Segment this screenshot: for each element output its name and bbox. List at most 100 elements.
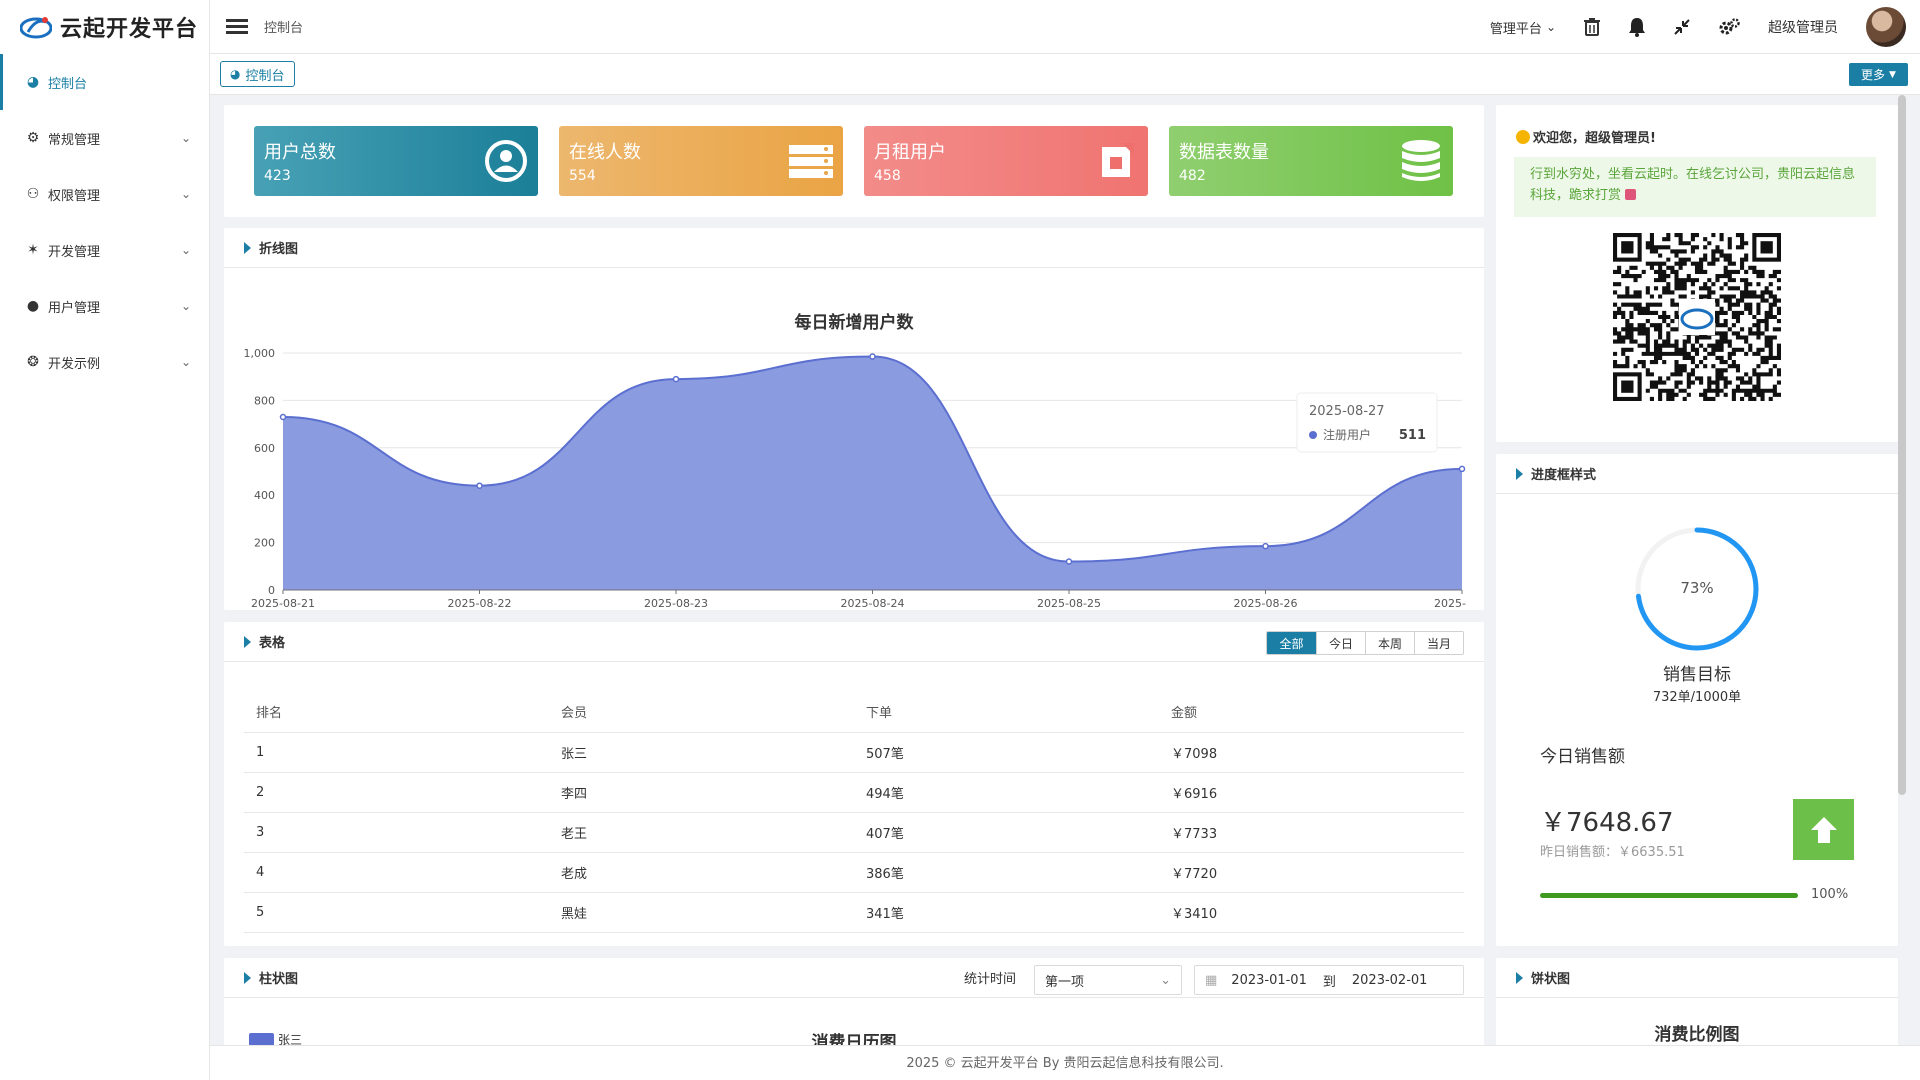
- sidebar-item-4[interactable]: ● 用户管理 ⌄: [0, 278, 209, 334]
- chevron-down-icon: ⌄: [180, 355, 191, 369]
- stat-card-1[interactable]: 在线人数 554: [559, 126, 843, 196]
- more-button[interactable]: 更多 ▼: [1849, 63, 1908, 86]
- yesterday-sales: 昨日销售额：￥6635.51: [1540, 845, 1685, 860]
- bell-icon[interactable]: [1628, 17, 1646, 37]
- progress-panel: 进度框样式 73% 销售目标 732单/1000单 今日销售额 ￥7648.67…: [1496, 454, 1898, 946]
- table-cell: 老王: [549, 812, 854, 853]
- qr-code-image: [1613, 233, 1781, 401]
- bug-icon: ✶: [27, 242, 39, 258]
- y-tick-label: 1,000: [244, 347, 276, 360]
- gift-icon: [1625, 189, 1637, 200]
- pie-chart-title: 消费比例图: [1654, 1025, 1740, 1045]
- stat-card-0[interactable]: 用户总数 423: [254, 126, 538, 196]
- date-to[interactable]: 2023-02-01: [1351, 972, 1428, 988]
- goal-title: 销售目标: [1663, 665, 1731, 685]
- sidebar-item-1[interactable]: ⚙ 常规管理 ⌄: [0, 110, 209, 166]
- data-point: [1458, 465, 1466, 473]
- ranking-table: 排名 会员 下单 金额 1 张三 507笔 ￥7098 2 李四 494笔 ￥6916 3 老王 407笔…: [244, 692, 1464, 933]
- filter-button-1[interactable]: 今日: [1316, 632, 1365, 654]
- triangle-icon: [244, 635, 251, 648]
- stat-title: 用户总数: [264, 142, 336, 163]
- table-row[interactable]: 2 李四 494笔 ￥6916: [244, 772, 1464, 813]
- top-header: 控制台 管理平台 ⌄ 超级管理员: [210, 0, 1920, 54]
- table-cell: 407笔: [854, 812, 1159, 853]
- page-scrollbar[interactable]: [1898, 95, 1906, 795]
- data-point: [1065, 558, 1073, 565]
- x-tick-label: 2025-08-26: [1234, 597, 1298, 610]
- triangle-icon: [244, 971, 251, 984]
- compress-icon[interactable]: [1674, 19, 1690, 35]
- sidebar-item-5[interactable]: ❂ 开发示例 ⌄: [0, 334, 209, 390]
- table-cell: ￥6916: [1159, 772, 1464, 813]
- goal-detail: 732单/1000单: [1652, 690, 1742, 705]
- chevron-down-icon: ⌄: [180, 243, 191, 257]
- app-logo[interactable]: 云起开发平台: [0, 0, 209, 54]
- tooltip-value: 511: [1399, 428, 1426, 443]
- sidebar-item-label: 开发管理: [48, 244, 101, 260]
- triangle-icon: [244, 241, 251, 254]
- sidebar-item-label: 控制台: [48, 76, 88, 92]
- to-label: 到: [1322, 974, 1336, 990]
- y-tick-label: 0: [268, 584, 275, 597]
- sidebar-item-2[interactable]: ⚇ 权限管理 ⌄: [0, 166, 209, 222]
- tab-strip: ◕ 控制台 更多 ▼: [210, 54, 1920, 95]
- table-cell: 5: [244, 892, 549, 933]
- table-cell: 4: [244, 852, 549, 893]
- calendar-icon: ▦: [1205, 972, 1218, 988]
- platform-menu[interactable]: 管理平台 ⌄: [1490, 18, 1556, 37]
- tab-dashboard-label: 控制台: [245, 68, 285, 84]
- table-cell: ￥7098: [1159, 732, 1464, 773]
- username[interactable]: 超级管理员: [1768, 20, 1838, 36]
- data-point: [1262, 542, 1269, 550]
- tab-dashboard[interactable]: ◕ 控制台: [220, 61, 295, 87]
- sidebar-item-0[interactable]: ◕ 控制台: [0, 54, 209, 110]
- bar-legend[interactable]: 张三: [249, 1031, 302, 1048]
- series-select[interactable]: 第一项 ⌄: [1034, 965, 1182, 995]
- progress-percent: 73%: [1680, 579, 1714, 597]
- sidebar-item-3[interactable]: ✶ 开发管理 ⌄: [0, 222, 209, 278]
- table-row[interactable]: 3 老王 407笔 ￥7733: [244, 812, 1464, 853]
- menu-toggle-icon[interactable]: [226, 16, 248, 37]
- table-row[interactable]: 4 老成 386笔 ￥7720: [244, 852, 1464, 893]
- time-label: 统计时间: [964, 972, 1017, 987]
- filter-button-3[interactable]: 当月: [1414, 632, 1463, 654]
- line-chart: 每日新增用户数 0 200 400 600 800 1,000 2025-08-21 2025-…: [244, 312, 1467, 610]
- line-chart-panel: 折线图 每日新增用户数 0 200 400 600 800 1,000 2025-08-21 2…: [224, 228, 1484, 610]
- chevron-down-icon: ▼: [1889, 69, 1896, 80]
- date-from[interactable]: 2023-01-01: [1231, 972, 1307, 988]
- table-row[interactable]: 1 张三 507笔 ￥7098: [244, 732, 1464, 773]
- date-range-picker[interactable]: ▦ 2023-01-01 到 2023-02-01: [1194, 965, 1464, 995]
- settings-icon[interactable]: [1718, 18, 1740, 36]
- stat-card-3[interactable]: 数据表数量 482: [1169, 126, 1453, 196]
- logo-icon: [20, 17, 52, 39]
- table-cell: 1: [244, 732, 549, 773]
- sidebar: 云起开发平台 ◕ 控制台 ⚙ 常规管理 ⌄ ⚇ 权限管理 ⌄ ✶ 开发管理 ⌄ ● 用户管理 ⌄ ❂ 开发示例…: [0, 0, 210, 1080]
- table-row[interactable]: 5 黑娃 341笔 ￥3410: [244, 892, 1464, 933]
- pie-chart-panel: 饼状图 消费比例图: [1496, 958, 1898, 1048]
- stat-card-2[interactable]: 月租用户 458: [864, 126, 1148, 196]
- avatar[interactable]: [1866, 7, 1906, 47]
- table-cell: 341笔: [854, 892, 1159, 933]
- table-cell: 507笔: [854, 732, 1159, 773]
- chevron-down-icon: ⌄: [1545, 20, 1556, 34]
- table-cell: 386笔: [854, 852, 1159, 893]
- sales-progress-label: 100%: [1811, 887, 1849, 902]
- table-cell: ￥7720: [1159, 852, 1464, 893]
- stat-title: 数据表数量: [1179, 142, 1269, 163]
- filter-button-0[interactable]: 全部: [1267, 632, 1316, 654]
- table-cell: 3: [244, 812, 549, 853]
- filter-button-2[interactable]: 本周: [1365, 632, 1414, 654]
- greeting-text: 欢迎您，超级管理员!: [1533, 131, 1656, 146]
- users-icon: ⚇: [26, 186, 40, 202]
- trash-icon[interactable]: [1584, 18, 1600, 36]
- triangle-icon: [1516, 971, 1523, 984]
- stat-title: 在线人数: [569, 142, 641, 163]
- progress-ring-fill: [1635, 527, 1759, 651]
- bar-chart-title: 消费日历图: [811, 1033, 897, 1048]
- more-button-label: 更多: [1861, 68, 1886, 82]
- sales-progress-fill: [1540, 893, 1798, 898]
- column-header: 排名: [244, 692, 549, 733]
- table-cell: 张三: [549, 732, 854, 773]
- triangle-icon: [1516, 467, 1523, 480]
- bar-panel-title: 柱状图: [259, 972, 299, 987]
